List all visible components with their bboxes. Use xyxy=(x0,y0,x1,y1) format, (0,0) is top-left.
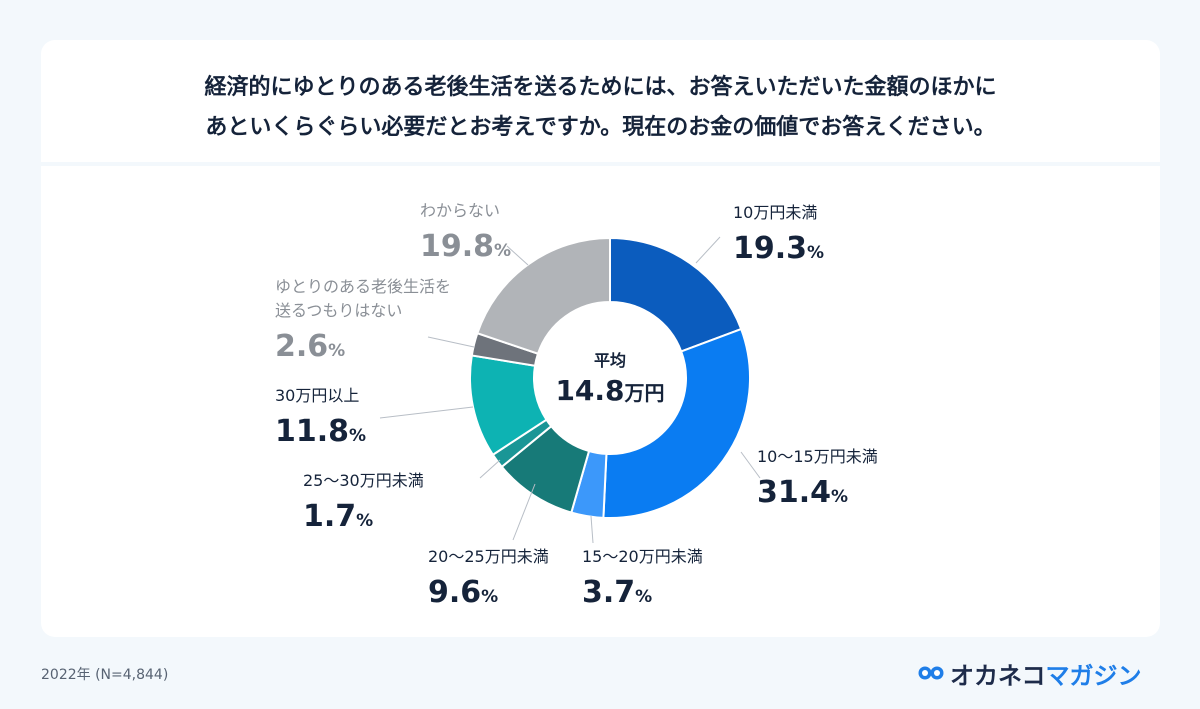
slice-value-6: 2.6% xyxy=(275,329,345,364)
leader-line-0 xyxy=(695,236,721,264)
logo-text-okaneko: オカネコ xyxy=(950,661,1046,690)
leader-line-3 xyxy=(512,483,536,541)
leader-line-7 xyxy=(506,245,529,266)
slice-value-7: 19.8% xyxy=(420,229,511,264)
leader-line-6 xyxy=(427,336,475,348)
card-header: 経済的にゆとりのある老後生活を送るためには、お答えいただいた金額のほかに あとい… xyxy=(41,40,1160,166)
slice-label-6: 送るつもりはない xyxy=(275,301,402,320)
title-line-1: 経済的にゆとりのある老後生活を送るためには、お答えいただいた金額のほかに xyxy=(204,75,997,100)
slice-value-2: 3.7% xyxy=(582,575,652,610)
slice-value-1: 31.4% xyxy=(757,475,848,510)
slice-label-6: ゆとりのある老後生活を xyxy=(275,277,451,296)
okaneko-logo: オカネコ マガジン xyxy=(918,656,1142,690)
slice-label-4: 25〜30万円未満 xyxy=(303,471,424,490)
slice-7 xyxy=(476,236,611,355)
leader-line-5 xyxy=(379,406,474,419)
slice-label-7: わからない xyxy=(420,201,500,220)
slice-label-0: 10万円未満 xyxy=(733,203,817,222)
slice-1 xyxy=(602,327,751,519)
slice-value-3: 9.6% xyxy=(428,575,498,610)
slice-0 xyxy=(609,236,743,353)
center-value: 14.8万円 xyxy=(555,374,664,407)
leader-line-1 xyxy=(740,451,761,479)
chart-card: 経済的にゆとりのある老後生活を送るためには、お答えいただいた金額のほかに あとい… xyxy=(41,40,1160,637)
slice-label-5: 30万円以上 xyxy=(275,386,359,405)
logo-text-magazine: マガジン xyxy=(1045,661,1142,690)
slice-value-5: 11.8% xyxy=(275,414,366,449)
slice-value-4: 1.7% xyxy=(303,499,373,534)
chart-title: 経済的にゆとりのある老後生活を送るためには、お答えいただいた金額のほかに あとい… xyxy=(41,68,1160,148)
logo-mark-icon xyxy=(918,666,944,680)
slice-label-3: 20〜25万円未満 xyxy=(428,547,549,566)
center-label: 平均 xyxy=(594,351,626,370)
leader-line-4 xyxy=(479,459,501,479)
footnote: 2022年 (N=4,844) xyxy=(41,667,169,683)
title-line-2: あといくらぐらい必要だとお考えですか。現在のお金の価値でお答えください。 xyxy=(205,115,996,140)
slice-value-0: 19.3% xyxy=(733,231,824,266)
slice-label-2: 15〜20万円未満 xyxy=(582,547,703,566)
leader-line-2 xyxy=(590,515,594,544)
slice-label-1: 10〜15万円未満 xyxy=(757,447,878,466)
